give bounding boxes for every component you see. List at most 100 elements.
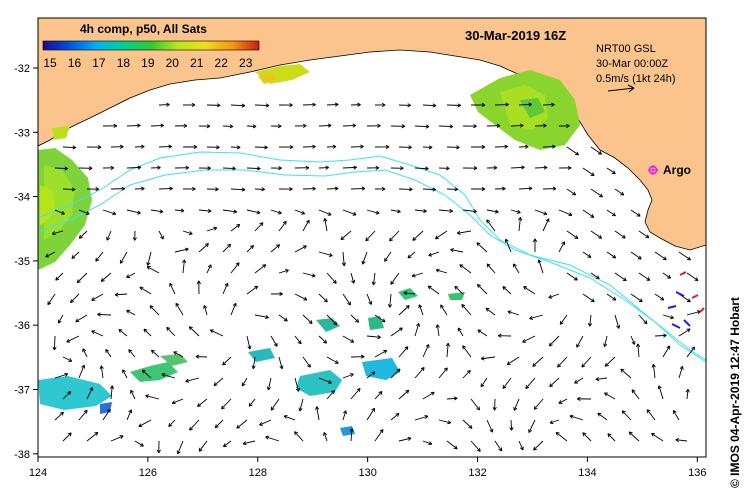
current-arrow xyxy=(126,209,141,215)
current-arrow xyxy=(414,323,420,337)
current-arrow xyxy=(390,368,401,379)
current-arrow xyxy=(457,327,464,337)
current-arrow xyxy=(470,440,481,452)
current-arrow xyxy=(166,326,176,337)
y-tick-label--33: -33 xyxy=(14,127,30,139)
current-arrow xyxy=(438,419,452,425)
current-arrow xyxy=(91,330,104,337)
current-arrow xyxy=(486,219,496,232)
current-arrow xyxy=(390,413,400,421)
current-arrow xyxy=(374,350,388,358)
current-arrow xyxy=(259,419,272,426)
current-arrow xyxy=(171,398,184,405)
current-arrow xyxy=(62,432,72,442)
current-arrow xyxy=(518,144,529,149)
current-arrow xyxy=(206,103,221,108)
current-arrow xyxy=(326,390,335,400)
current-arrow xyxy=(134,440,144,447)
current-arrow xyxy=(341,251,347,267)
current-arrow xyxy=(504,238,512,253)
current-arrow xyxy=(294,293,308,301)
current-arrow xyxy=(366,371,376,379)
current-arrow xyxy=(174,165,189,170)
current-arrow xyxy=(412,230,424,241)
current-arrow xyxy=(278,314,288,322)
current-arrow xyxy=(206,264,212,274)
current-arrow xyxy=(662,345,671,358)
current-arrow xyxy=(654,251,667,261)
current-arrow xyxy=(278,268,289,274)
current-arrow xyxy=(75,314,88,323)
current-arrow xyxy=(197,398,208,407)
current-arrow xyxy=(342,209,357,216)
current-arrow xyxy=(106,230,112,241)
current-arrow xyxy=(342,165,357,170)
current-arrow xyxy=(342,293,351,306)
current-arrow xyxy=(246,245,254,253)
current-arrow xyxy=(518,102,533,107)
current-arrow xyxy=(222,209,238,214)
y-tick-label--35: -35 xyxy=(14,256,30,268)
current-arrow xyxy=(542,186,557,191)
current-arrow xyxy=(651,363,656,379)
current-arrow xyxy=(78,209,90,215)
current-arrow xyxy=(450,248,464,253)
current-arrow xyxy=(102,123,118,128)
current-arrow xyxy=(150,165,161,170)
current-arrow xyxy=(196,280,201,295)
current-arrow xyxy=(518,217,523,232)
current-arrow xyxy=(462,369,471,379)
current-arrow xyxy=(182,186,196,191)
current-arrow xyxy=(278,220,287,232)
current-arrow xyxy=(454,285,464,295)
current-arrow xyxy=(241,377,248,387)
current-arrow xyxy=(462,345,472,358)
current-arrow xyxy=(438,166,450,171)
current-arrow xyxy=(398,346,409,358)
current-arrow xyxy=(630,251,642,260)
argo-marker[interactable] xyxy=(648,165,658,175)
current-arrow xyxy=(146,251,152,266)
current-arrow xyxy=(119,251,128,264)
current-arrow xyxy=(294,165,310,170)
current-arrow xyxy=(315,406,320,421)
current-arrow xyxy=(169,282,176,295)
current-arrow xyxy=(230,262,240,274)
current-arrow xyxy=(54,166,68,171)
current-arrow xyxy=(686,346,696,358)
current-arrow xyxy=(559,314,568,325)
current-arrow xyxy=(533,440,544,451)
current-arrow xyxy=(189,419,200,431)
current-arrow xyxy=(462,166,478,171)
current-arrow xyxy=(606,209,616,217)
current-arrow xyxy=(91,293,104,301)
x-tick-label-136: 136 xyxy=(688,467,706,479)
current-arrow xyxy=(590,188,603,198)
current-arrow xyxy=(422,344,430,358)
current-arrow xyxy=(576,335,584,348)
current-arrow xyxy=(254,314,269,320)
current-arrow xyxy=(389,230,400,242)
current-arrow xyxy=(438,208,453,214)
current-arrow xyxy=(214,419,224,429)
current-arrow xyxy=(302,272,316,278)
current-arrow xyxy=(422,103,437,108)
current-arrow xyxy=(254,103,270,108)
y-tick-label--32: -32 xyxy=(14,63,30,75)
current-arrow xyxy=(582,209,595,218)
current-arrow xyxy=(105,349,112,358)
current-arrow xyxy=(398,187,413,192)
current-arrow xyxy=(512,263,520,274)
current-arrow xyxy=(76,272,88,284)
current-arrow xyxy=(326,102,339,107)
current-arrow xyxy=(182,144,198,149)
current-arrow xyxy=(265,435,280,442)
current-arrow xyxy=(374,429,384,442)
current-arrow xyxy=(71,251,80,259)
current-arrow xyxy=(318,251,333,257)
current-arrow xyxy=(156,440,161,454)
current-arrow xyxy=(657,385,664,400)
current-arrow xyxy=(534,123,547,128)
x-tick-label-134: 134 xyxy=(578,467,596,479)
current-arrow xyxy=(206,145,220,150)
